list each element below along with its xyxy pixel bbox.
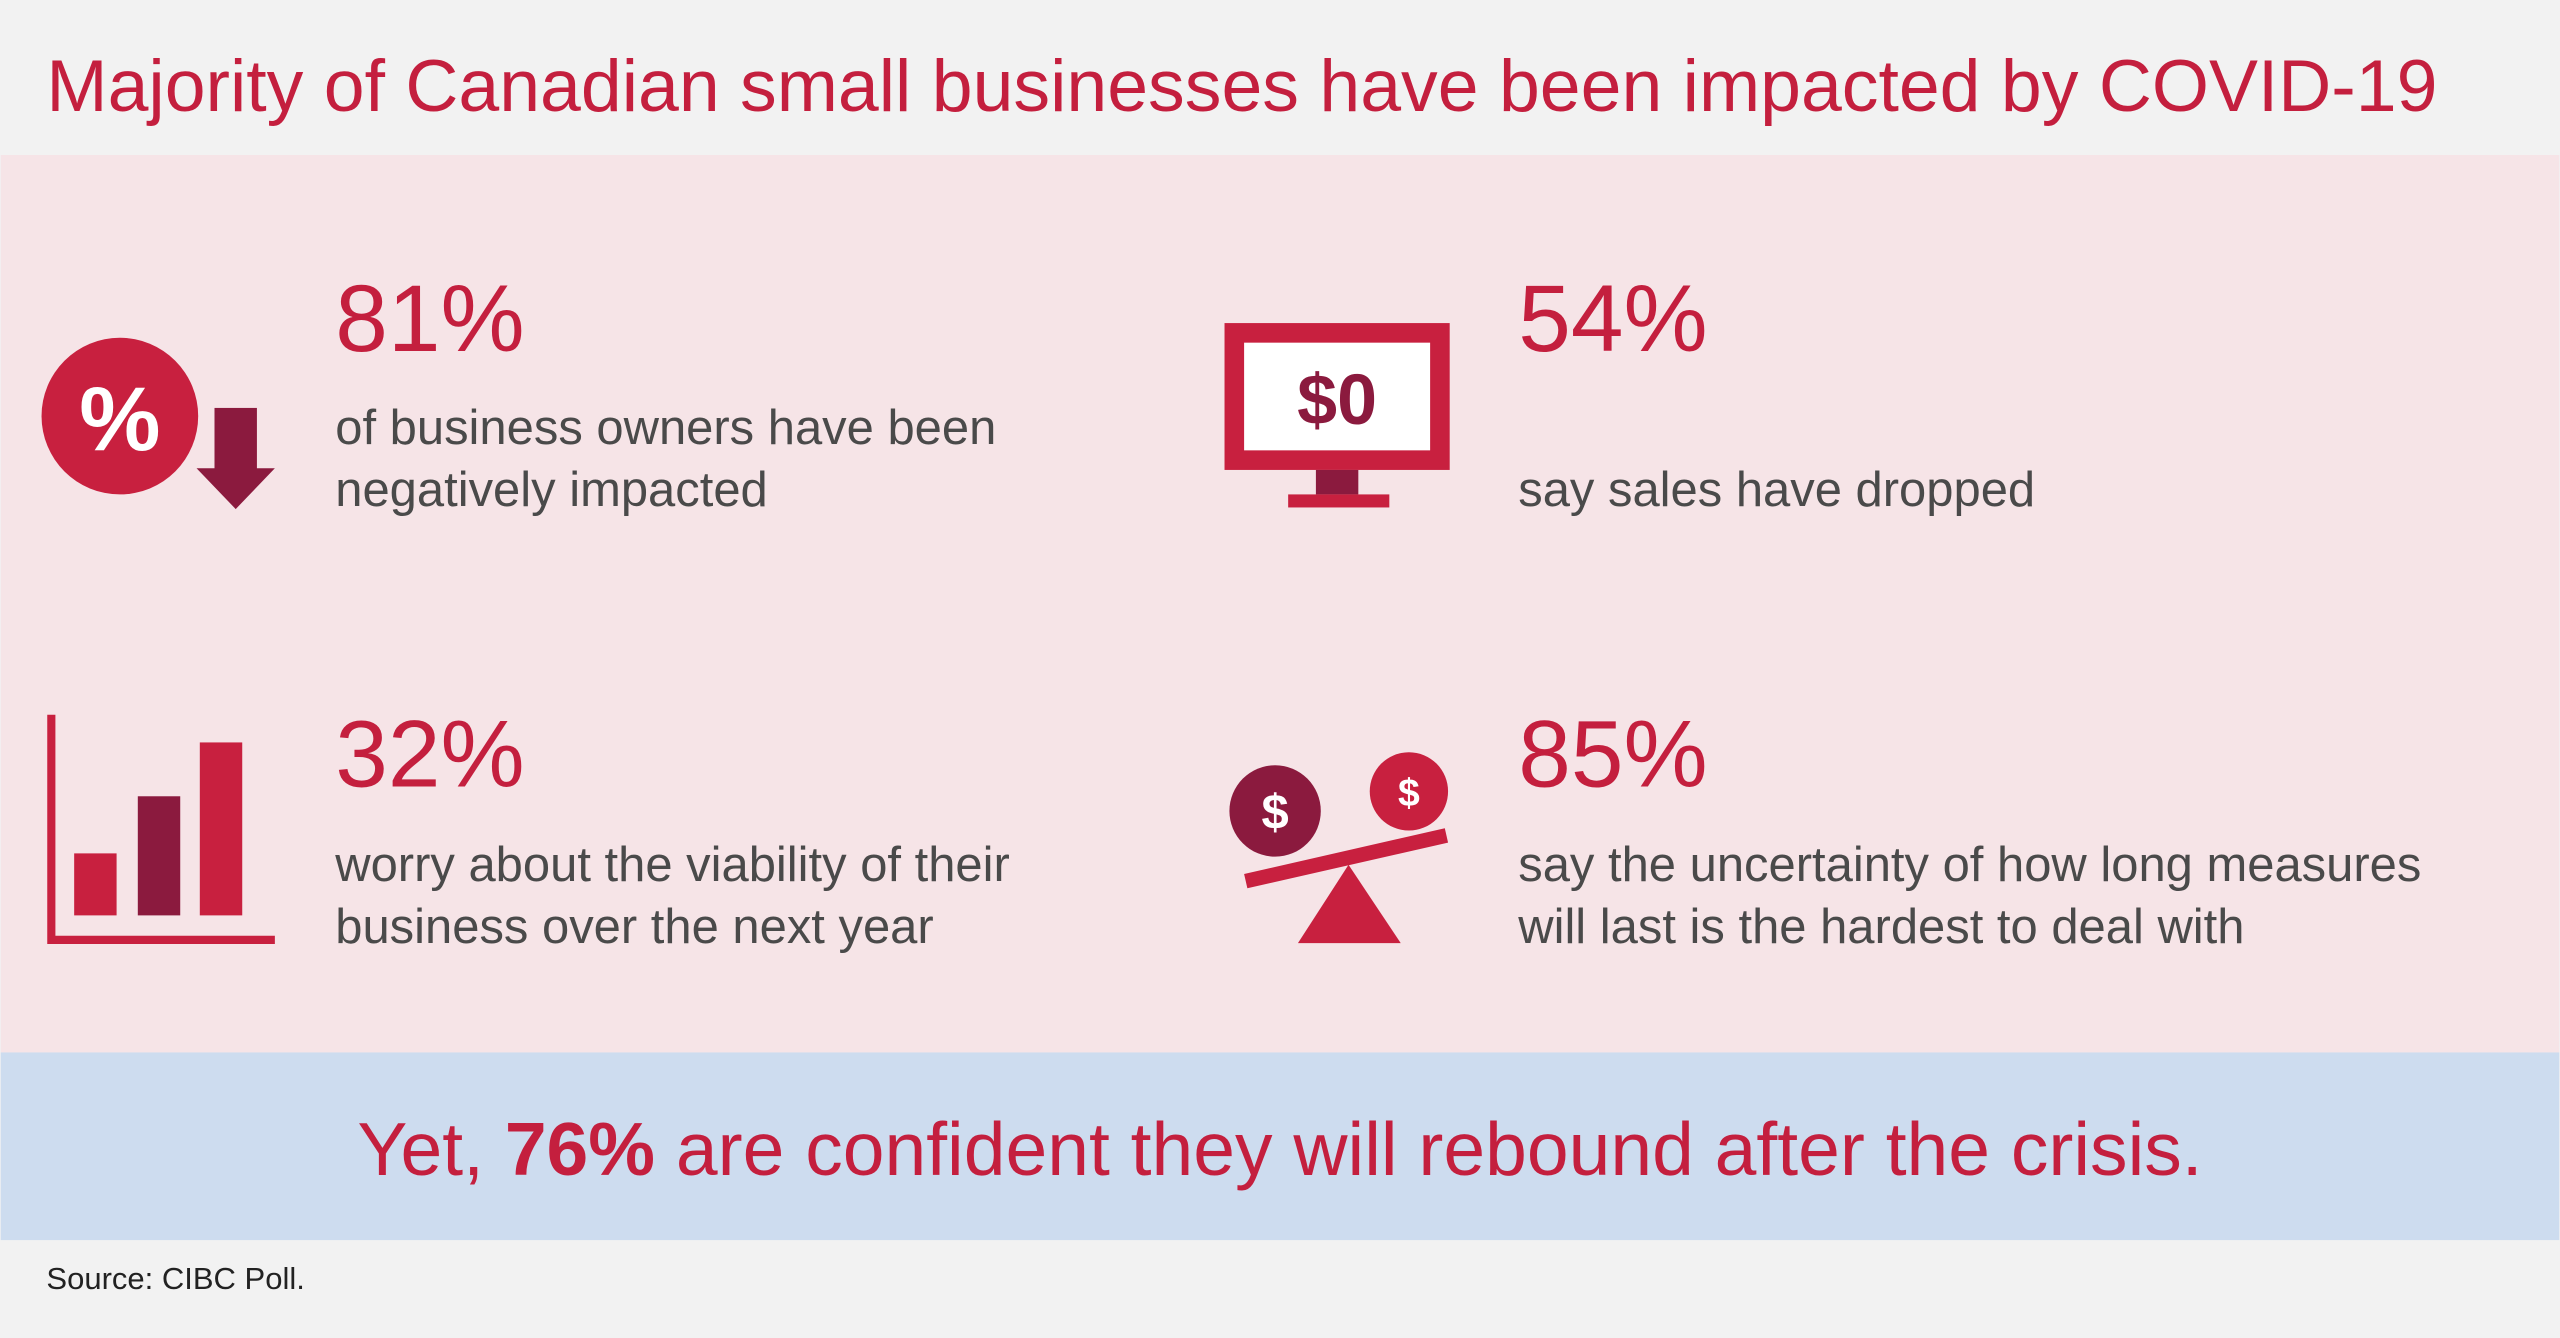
icon-text: $0 xyxy=(1297,360,1377,440)
banner-text: are confident they will rebound after th… xyxy=(655,1107,2203,1191)
stat-value: 54% xyxy=(1518,266,1707,372)
header-band xyxy=(0,0,2560,156)
stat-text: worry about the viability of their xyxy=(334,838,1010,892)
banner: Yet, 76% are confident they will rebound… xyxy=(357,1107,2202,1191)
icon-text: $ xyxy=(1398,772,1420,815)
stat-text: negatively impacted xyxy=(335,463,768,517)
icon-text: % xyxy=(79,368,160,470)
stat-text: of business owners have been xyxy=(335,401,996,455)
stat: 85% say the uncertainty of how long meas… xyxy=(1517,701,2421,954)
stat: 54% say sales have dropped xyxy=(1518,266,2035,517)
percent-icon: % xyxy=(41,337,275,510)
banner-highlight: 76% xyxy=(505,1107,655,1191)
banner-text: Yet, xyxy=(357,1107,504,1191)
scale-icon: $ $ xyxy=(1229,752,1449,944)
source: Source: CIBC Poll. xyxy=(46,1261,304,1296)
title: Majority of Canadian small businesses ha… xyxy=(46,45,2437,127)
monitor-icon: $0 xyxy=(1224,323,1450,508)
stat-value: 85% xyxy=(1518,701,1707,807)
stat-value: 81% xyxy=(335,266,524,372)
stat: 81% of business owners have been negativ… xyxy=(335,266,996,517)
banner-band xyxy=(0,1052,2560,1241)
icon-text: $ xyxy=(1261,786,1288,840)
bar-chart-icon xyxy=(47,714,275,944)
stats-band xyxy=(0,155,2560,1053)
stat-text: say the uncertainty of how long measures xyxy=(1518,838,2421,892)
stat: 32% worry about the viability of their b… xyxy=(334,701,1010,954)
stat-text: will last is the hardest to deal with xyxy=(1517,900,2244,954)
stat-value: 32% xyxy=(335,701,524,807)
stat-text: business over the next year xyxy=(335,900,933,954)
stat-text: say sales have dropped xyxy=(1518,463,2035,517)
